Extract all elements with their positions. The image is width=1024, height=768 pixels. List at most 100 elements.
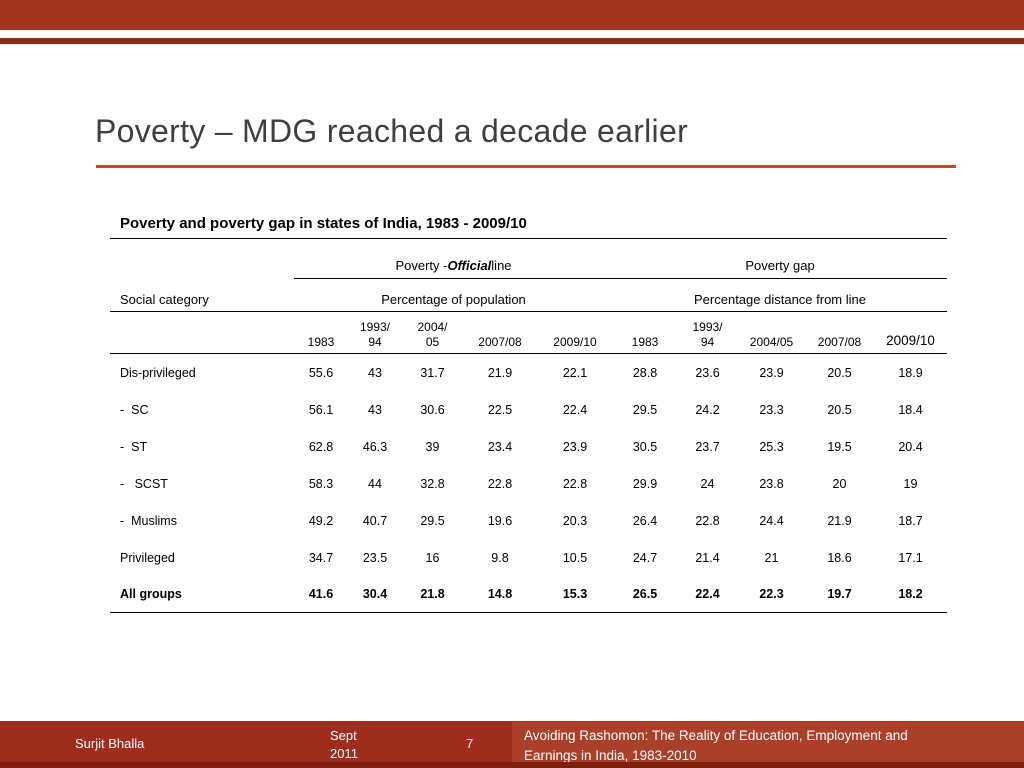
data-cell: 20.5: [827, 402, 852, 417]
data-cell: 18.9: [898, 365, 923, 380]
data-cell: 21: [764, 550, 779, 565]
data-cell: 20.5: [827, 365, 852, 380]
slide-number: 7: [466, 736, 474, 751]
data-cell: 20.4: [898, 439, 923, 454]
data-cell: 41.6: [294, 576, 348, 613]
data-cell: 18.6: [827, 550, 852, 565]
data-cell: 21.4: [695, 550, 720, 565]
data-cell: 21.8: [402, 576, 463, 613]
subheader-percentage-of-population: Percentage of population: [294, 279, 613, 312]
group-header-poverty: Poverty - Official line: [294, 239, 613, 279]
year-header: 1993/ 94: [677, 312, 738, 354]
data-cell: 29.5: [420, 513, 445, 528]
row-label: - SCST: [120, 476, 168, 491]
footer-date: Sept 2011: [330, 728, 358, 761]
footer: Surjit Bhalla Sept 2011 7 Avoiding Rasho…: [0, 721, 1024, 768]
data-cell: 23.4: [487, 439, 513, 454]
data-cell: 23.3: [759, 402, 784, 417]
data-cell: 24: [700, 476, 715, 491]
group2-label: Poverty gap: [745, 258, 815, 273]
data-cell: 22.8: [562, 476, 588, 491]
data-cell: 44: [368, 476, 382, 491]
data-cell: 26.4: [632, 513, 658, 528]
year-header: 2007/08: [805, 312, 874, 354]
data-cell: 23.6: [695, 365, 720, 380]
data-cell: 22.1: [562, 365, 588, 380]
data-cell: 29.9: [632, 476, 658, 491]
data-cell: 19.5: [827, 439, 852, 454]
data-cell: 32.8: [420, 476, 445, 491]
data-cell: 23.5: [362, 550, 388, 565]
data-cell: 30.5: [632, 439, 658, 454]
row-label: - Muslims: [120, 513, 177, 528]
data-cell: 19.7: [805, 576, 874, 613]
data-cell: 23.9: [562, 439, 588, 454]
year-header: 1983: [613, 312, 677, 354]
data-cell: 23.8: [759, 476, 784, 491]
row-label: Dis-privileged: [120, 365, 196, 380]
data-cell: 22.4: [562, 402, 588, 417]
data-cell: 18.7: [898, 513, 923, 528]
row-label: - ST: [120, 439, 148, 454]
data-cell: 22.5: [487, 402, 513, 417]
data-cell: 21.9: [827, 513, 852, 528]
group1-suffix: line: [491, 258, 512, 273]
footer-bottom-strip: [0, 762, 1024, 768]
title-underline: [96, 165, 956, 168]
year-header: 2007/08: [463, 312, 537, 354]
data-cell: 24.7: [632, 550, 658, 565]
data-cell: 23.7: [695, 439, 720, 454]
row-label: All groups: [110, 576, 294, 613]
row-label: - SC: [120, 402, 149, 417]
year-header-spacer: [110, 312, 294, 354]
year-header: 1993/ 94: [348, 312, 402, 354]
year-header: 2009/10: [537, 312, 613, 354]
data-cell: 62.8: [308, 439, 334, 454]
data-cell: 9.8: [491, 550, 509, 565]
data-cell: 23.9: [759, 365, 784, 380]
top-bar: [0, 0, 1024, 30]
data-cell: 28.8: [632, 365, 658, 380]
data-cell: 30.4: [348, 576, 402, 613]
year-header: 2004/ 05: [402, 312, 463, 354]
group-header-poverty-gap: Poverty gap: [613, 239, 947, 279]
data-cell: 43: [368, 402, 382, 417]
data-cell: 18.2: [874, 576, 947, 613]
data-cell: 21.9: [487, 365, 513, 380]
footer-presentation-title-panel: Avoiding Rashomon: The Reality of Educat…: [512, 721, 1024, 763]
data-cell: 10.5: [562, 550, 588, 565]
data-cell: 34.7: [308, 550, 334, 565]
year-header: 2004/05: [738, 312, 805, 354]
table-caption: Poverty and poverty gap in states of Ind…: [110, 215, 947, 239]
table-grid: Poverty - Official line Poverty gap Soci…: [110, 239, 947, 613]
data-cell: 31.7: [420, 365, 445, 380]
data-cell: 29.5: [632, 402, 658, 417]
footer-author: Surjit Bhalla: [75, 736, 145, 751]
data-cell: 22.8: [487, 476, 513, 491]
data-cell: 39: [425, 439, 440, 454]
group1-emphasis: Official: [447, 258, 492, 273]
data-cell: 22.4: [677, 576, 738, 613]
data-cell: 56.1: [308, 402, 334, 417]
data-cell: 24.4: [759, 513, 784, 528]
data-cell: 19.6: [487, 513, 513, 528]
top-accent-line: [0, 38, 1024, 44]
spacer-cell: [110, 239, 294, 279]
poverty-table: Poverty and poverty gap in states of Ind…: [110, 215, 947, 613]
data-cell: 16: [425, 550, 440, 565]
data-cell: 22.8: [695, 513, 720, 528]
social-category-header: Social category: [110, 279, 294, 312]
data-cell: 18.4: [898, 402, 923, 417]
year-header: 1983: [294, 312, 348, 354]
data-cell: 19: [903, 476, 918, 491]
data-cell: 58.3: [308, 476, 334, 491]
year-header: 2009/10: [874, 312, 947, 354]
data-cell: 20: [832, 476, 847, 491]
data-cell: 40.7: [362, 513, 388, 528]
data-cell: 22.3: [738, 576, 805, 613]
data-cell: 30.6: [420, 402, 445, 417]
footer-presentation-title: Avoiding Rashomon: The Reality of Educat…: [524, 728, 908, 764]
subheader-percentage-distance-from-line: Percentage distance from line: [613, 279, 947, 312]
data-cell: 14.8: [463, 576, 537, 613]
